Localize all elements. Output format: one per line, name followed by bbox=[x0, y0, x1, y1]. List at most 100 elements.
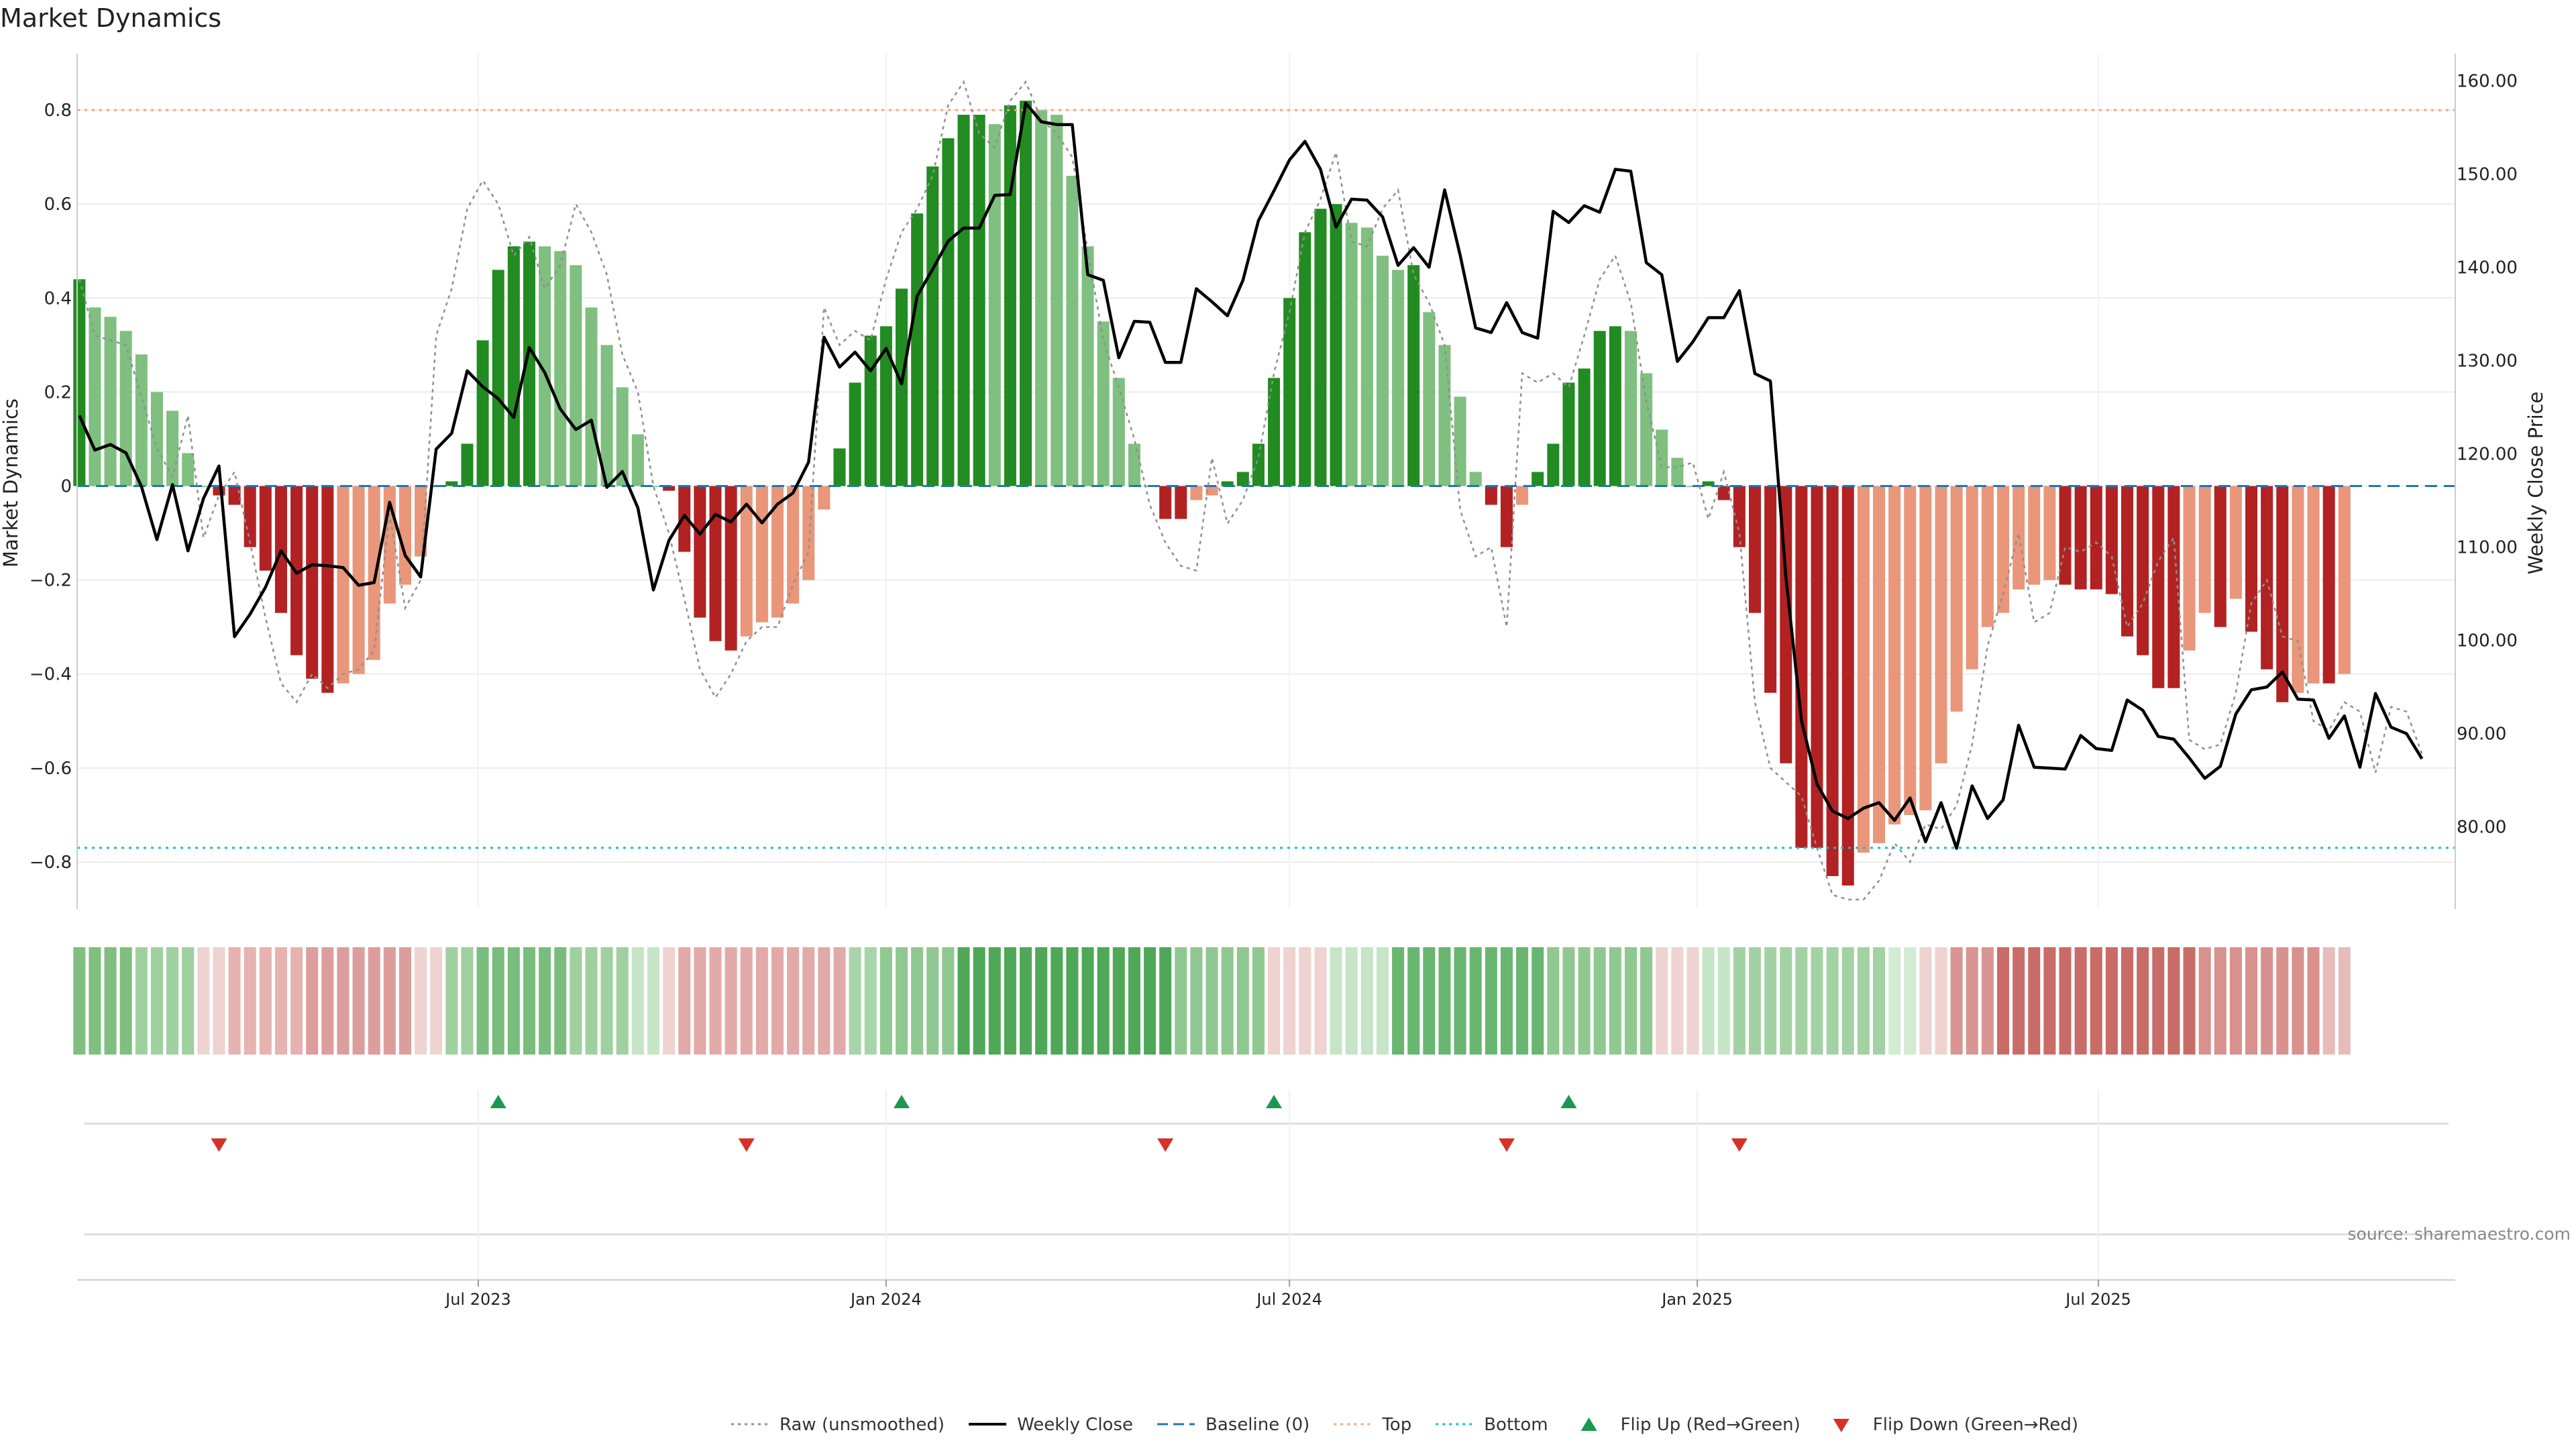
flip-up-marker bbox=[490, 1095, 506, 1108]
y2-tick-label: 160.00 bbox=[2457, 71, 2518, 91]
dynamics-bar bbox=[2059, 486, 2072, 585]
dynamics-bar bbox=[1360, 227, 1373, 486]
regime-cell bbox=[1562, 947, 1575, 1055]
dynamics-bar bbox=[1485, 486, 1497, 505]
regime-cell bbox=[1609, 947, 1621, 1055]
dynamics-bar bbox=[1252, 443, 1265, 486]
y2-tick-label: 110.00 bbox=[2457, 538, 2518, 558]
legend-label: Flip Down (Green→Red) bbox=[1873, 1415, 2078, 1435]
regime-cell bbox=[1857, 947, 1870, 1055]
dynamics-bar bbox=[2322, 486, 2335, 684]
regime-cell bbox=[2276, 947, 2289, 1055]
dynamics-bar bbox=[182, 453, 195, 486]
regime-cell bbox=[1392, 947, 1405, 1055]
flip-up-marker bbox=[1266, 1095, 1283, 1108]
dynamics-bar bbox=[2245, 486, 2258, 632]
dynamics-bar bbox=[1035, 110, 1048, 486]
dynamics-bar bbox=[368, 486, 380, 660]
dynamics-bar bbox=[2261, 486, 2273, 669]
dynamics-bar bbox=[150, 392, 163, 486]
y-tick-label: −0.4 bbox=[30, 665, 72, 685]
regime-cell bbox=[678, 947, 691, 1055]
regime-cell bbox=[1748, 947, 1762, 1055]
regime-cell bbox=[2074, 947, 2087, 1055]
dynamics-bar bbox=[988, 124, 1001, 486]
regime-cell bbox=[430, 947, 443, 1055]
dynamics-bar bbox=[2338, 486, 2351, 674]
dynamics-bar bbox=[678, 486, 691, 552]
regime-cell bbox=[1081, 947, 1094, 1055]
regime-cell bbox=[1283, 947, 1296, 1055]
dynamics-bar bbox=[197, 486, 210, 488]
regime-cell bbox=[2043, 947, 2056, 1055]
regime-cell bbox=[1888, 947, 1901, 1055]
dynamics-bar bbox=[73, 279, 86, 486]
regime-cell bbox=[1935, 947, 1947, 1055]
regime-cell bbox=[600, 947, 613, 1055]
regime-cell bbox=[337, 947, 350, 1055]
dynamics-bar bbox=[2090, 486, 2102, 590]
dynamics-bar bbox=[1811, 486, 1823, 848]
legend-label: Weekly Close bbox=[1017, 1415, 1133, 1435]
regime-cell bbox=[1268, 947, 1281, 1055]
legend-label: Baseline (0) bbox=[1205, 1415, 1309, 1435]
regime-cell bbox=[1097, 947, 1110, 1055]
regime-cell bbox=[724, 947, 737, 1055]
dynamics-bar bbox=[1904, 486, 1917, 815]
regime-cell bbox=[1066, 947, 1079, 1055]
dynamics-bar bbox=[1112, 378, 1125, 486]
dynamics-bar bbox=[2043, 486, 2056, 580]
regime-cell bbox=[554, 947, 567, 1055]
regime-cell bbox=[321, 947, 334, 1055]
regime-cell bbox=[1469, 947, 1482, 1055]
regime-cell bbox=[1624, 947, 1637, 1055]
dynamics-bar bbox=[1081, 246, 1094, 486]
regime-cell bbox=[1112, 947, 1125, 1055]
dynamics-bar bbox=[942, 138, 955, 486]
regime-cell bbox=[755, 947, 768, 1055]
regime-cell bbox=[492, 947, 504, 1055]
dynamics-bar bbox=[1330, 204, 1342, 486]
regime-cell bbox=[1593, 947, 1606, 1055]
dynamics-bar bbox=[1500, 486, 1513, 547]
dynamics-bar bbox=[1268, 378, 1281, 486]
dynamics-bar bbox=[631, 434, 644, 486]
regime-cell bbox=[2028, 947, 2041, 1055]
regime-cell bbox=[1314, 947, 1327, 1055]
dynamics-bar bbox=[787, 486, 800, 604]
regime-cell bbox=[119, 947, 132, 1055]
dynamics-bar bbox=[1857, 486, 1870, 853]
dynamics-bar bbox=[135, 354, 148, 486]
regime-cell bbox=[104, 947, 117, 1055]
legend-item: Raw (unsmoothed) bbox=[731, 1415, 945, 1435]
dynamics-bar bbox=[2137, 486, 2149, 655]
x-tick-label: Jul 2024 bbox=[1255, 1290, 1322, 1309]
weekly-close-line bbox=[78, 101, 2424, 850]
dynamics-bar bbox=[1841, 486, 1854, 885]
regime-cell bbox=[1919, 947, 1932, 1055]
dynamics-bar bbox=[507, 246, 520, 486]
regime-cell bbox=[1578, 947, 1591, 1055]
regime-cell bbox=[1345, 947, 1358, 1055]
reference-lines bbox=[77, 109, 2455, 849]
legend-item: Weekly Close bbox=[969, 1415, 1133, 1435]
regime-cell bbox=[2338, 947, 2351, 1055]
legend-item: Top bbox=[1334, 1415, 1411, 1435]
regime-cell bbox=[213, 947, 225, 1055]
regime-cell bbox=[1376, 947, 1389, 1055]
regime-cell bbox=[306, 947, 319, 1055]
dynamics-bar bbox=[1469, 472, 1482, 486]
regime-cell bbox=[150, 947, 163, 1055]
legend-label: Top bbox=[1381, 1415, 1411, 1435]
dynamics-bar bbox=[1423, 312, 1436, 486]
regime-cell bbox=[911, 947, 924, 1055]
dynamics-bar bbox=[1578, 368, 1591, 486]
dynamics-bar bbox=[1299, 232, 1311, 486]
regime-cell bbox=[539, 947, 551, 1055]
regime-cell bbox=[259, 947, 272, 1055]
dynamics-bar bbox=[2307, 486, 2320, 684]
regime-cell bbox=[476, 947, 489, 1055]
dynamics-bar bbox=[1656, 429, 1668, 486]
regime-cell bbox=[2292, 947, 2304, 1055]
regime-cell bbox=[398, 947, 411, 1055]
